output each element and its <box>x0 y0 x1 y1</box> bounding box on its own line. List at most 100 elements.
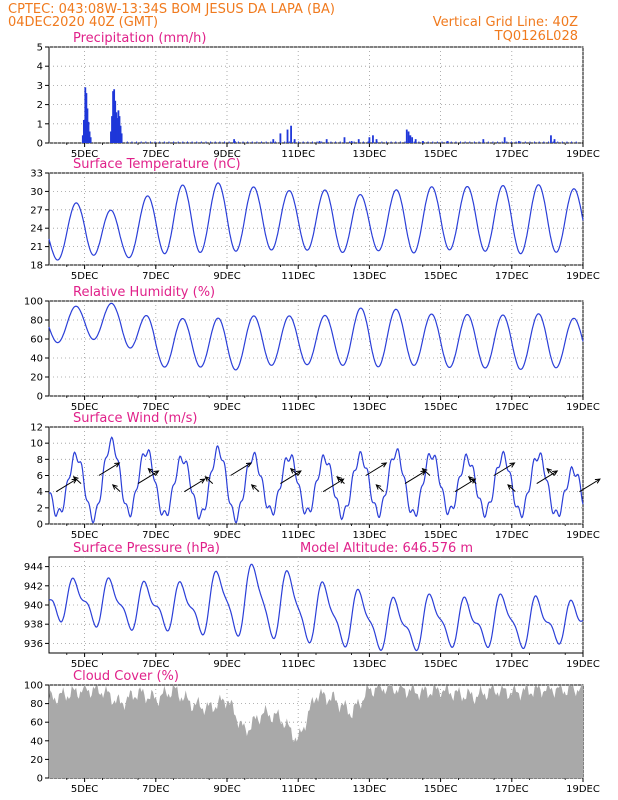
wind-arrow <box>73 476 82 484</box>
precip-trace <box>385 141 387 143</box>
precip-trace <box>561 141 563 143</box>
x-tick-label: 9DEC <box>213 149 240 160</box>
precip-bar <box>88 131 91 143</box>
pres-line <box>48 563 584 652</box>
precip-bar <box>357 139 360 143</box>
run-date: 04DEC2020 40Z (GMT) <box>8 15 158 30</box>
precip-bar <box>553 139 556 143</box>
y-tick-label: 60 <box>30 718 43 729</box>
precip-trace <box>261 141 263 143</box>
x-tick-label: 11DEC <box>281 784 315 795</box>
x-tick-label: 17DEC <box>495 784 529 795</box>
panel-title: Surface Temperature (nC) <box>73 157 241 172</box>
precip-trace <box>270 141 272 143</box>
x-tick-label: 17DEC <box>495 530 529 541</box>
wind-arrow-head <box>336 476 343 482</box>
precip-trace <box>492 141 494 143</box>
wind-arrow-head <box>375 484 382 490</box>
x-tick-label: 13DEC <box>353 530 387 541</box>
panel-pres: Surface Pressure (hPa) 5DEC 7DEC 9DEC 11DEC 1… <box>24 541 600 670</box>
wind-arrow-head <box>245 462 252 468</box>
panel-title: Cloud Cover (%) <box>73 669 179 684</box>
wind-arrow-head <box>594 478 601 484</box>
x-tick-label: 5DEC <box>71 784 98 795</box>
x-tick-label: 11DEC <box>281 271 315 282</box>
x-tick-label: 15DEC <box>424 784 458 795</box>
precip-trace <box>538 141 540 143</box>
precip-bar <box>411 137 414 143</box>
precip-bar <box>518 141 520 143</box>
precip-trace <box>200 141 202 143</box>
wind-arrow-head <box>153 470 160 476</box>
precip-trace <box>441 141 443 143</box>
precip-trace <box>311 141 313 143</box>
wind-arrow <box>546 468 555 476</box>
precip-trace <box>149 141 151 143</box>
wind-arrow <box>536 470 558 485</box>
precip-trace <box>510 141 512 143</box>
precip-bar <box>409 135 412 143</box>
precip-trace <box>557 141 559 143</box>
precip-trace <box>279 141 281 143</box>
precip-trace <box>469 141 471 143</box>
precip-trace <box>423 141 425 143</box>
precip-trace <box>205 141 207 143</box>
x-tick-label: 19DEC <box>566 659 600 670</box>
x-tick-label: 19DEC <box>566 271 600 282</box>
wind-arrow <box>507 484 516 493</box>
wind-arrow <box>468 476 477 484</box>
precip-trace <box>436 141 438 143</box>
wind-arrow <box>322 478 344 493</box>
precip-trace <box>191 141 193 143</box>
precip-bar <box>81 135 84 143</box>
precip-trace <box>413 141 415 143</box>
vertical-grid-note: Vertical Grid Line: 40Z <box>433 15 578 30</box>
precip-trace <box>515 141 517 143</box>
wind-arrow-head <box>552 470 559 476</box>
panel-precip: Precipitation (mm/h) 5DEC 7DEC 9DEC 11DEC 13D… <box>37 31 600 160</box>
precip-trace <box>325 141 327 143</box>
precip-bar <box>87 121 90 143</box>
panel-cloud: Cloud Cover (%) 5DEC 7DEC 9DEC 11DEC 13DEC 15D… <box>24 669 600 795</box>
precip-trace <box>237 141 239 143</box>
precip-trace <box>483 141 485 143</box>
x-tick-label: 7DEC <box>142 659 169 670</box>
precip-trace <box>506 141 508 143</box>
wind-arrow-head <box>111 484 118 490</box>
y-tick-label: 1 <box>37 119 43 130</box>
y-tick-label: 5 <box>37 43 43 54</box>
x-tick-label: 7DEC <box>142 530 169 541</box>
precip-bar <box>550 135 552 143</box>
y-tick-label: 938 <box>24 620 43 631</box>
precip-bar <box>119 125 122 143</box>
wind-arrow-head <box>289 467 296 474</box>
x-tick-label: 9DEC <box>213 659 240 670</box>
x-tick-label: 17DEC <box>495 149 529 160</box>
precip-trace <box>547 141 549 143</box>
wind-arrow <box>375 484 384 493</box>
precip-trace <box>487 141 489 143</box>
precip-bar <box>111 116 113 143</box>
x-tick-label: 5DEC <box>71 659 98 670</box>
precip-trace <box>418 141 420 143</box>
precip-trace <box>224 141 226 143</box>
precip-trace <box>353 141 355 143</box>
y-tick-label: 4 <box>37 487 43 498</box>
panel-title: Precipitation (mm/h) <box>73 31 206 46</box>
x-tick-label: 7DEC <box>142 784 169 795</box>
precip-trace <box>177 141 179 143</box>
precip-bar <box>368 137 371 143</box>
precip-trace <box>534 141 536 143</box>
y-tick-label: 80 <box>30 699 43 710</box>
precip-trace <box>256 141 258 143</box>
precip-trace <box>131 141 133 143</box>
precip-trace <box>196 141 198 143</box>
station-header: CPTEC: 043:08W-13:34S BOM JESUS DA LAPA … <box>8 2 335 17</box>
x-tick-label: 17DEC <box>495 271 529 282</box>
y-tick-label: 40 <box>30 736 43 747</box>
precip-trace <box>409 141 411 143</box>
y-tick-label: 30 <box>30 187 43 198</box>
precip-bar <box>116 118 119 143</box>
wind-arrow-head <box>72 476 79 482</box>
y-tick-label: 2 <box>37 503 43 514</box>
